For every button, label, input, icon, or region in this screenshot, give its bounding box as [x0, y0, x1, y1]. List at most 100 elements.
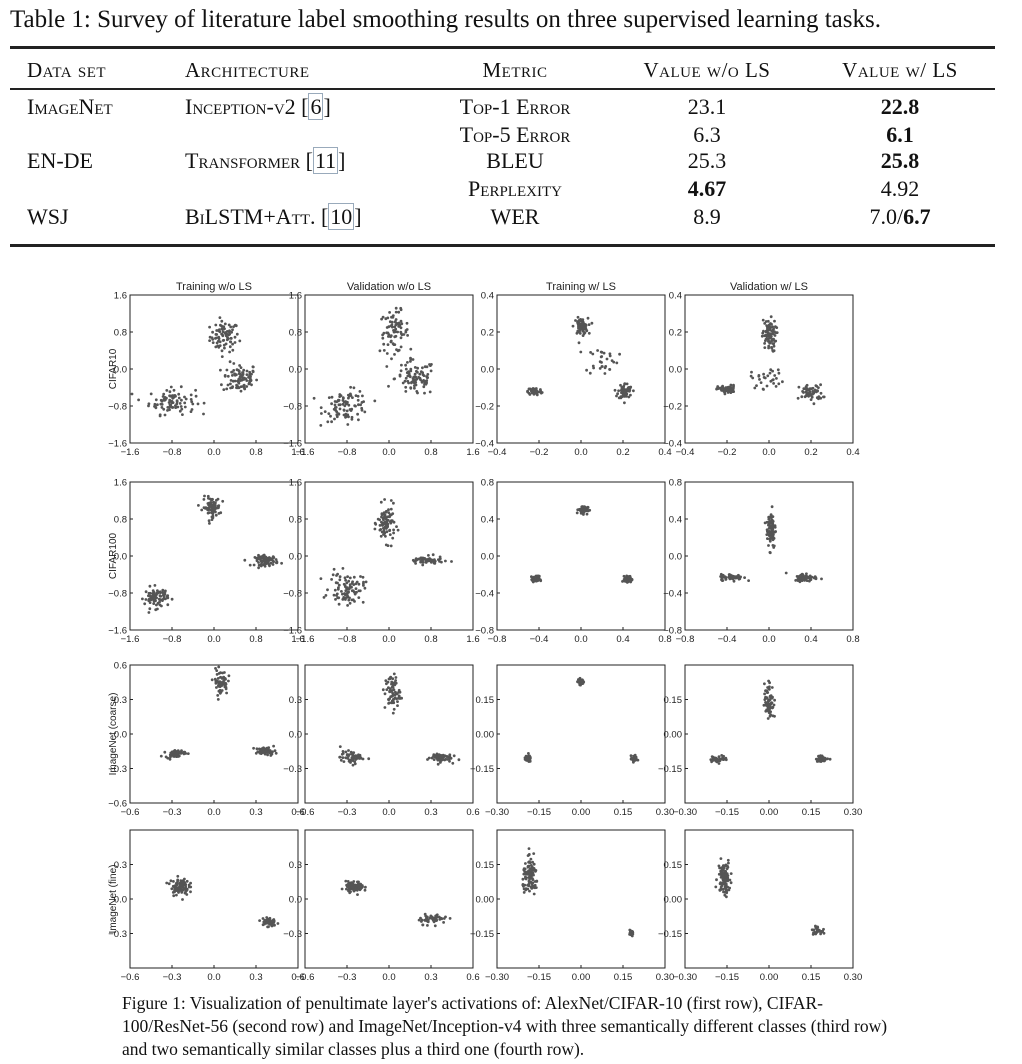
data-point [717, 758, 720, 762]
data-point [270, 750, 274, 754]
data-point [208, 501, 212, 505]
data-point [758, 378, 761, 381]
data-point [416, 366, 419, 370]
data-point [531, 881, 535, 885]
data-point [217, 335, 221, 339]
x-tick-label: −0.3 [163, 807, 182, 818]
data-point [350, 885, 354, 889]
panel-frame [304, 294, 474, 444]
data-point [430, 756, 434, 760]
data-point [425, 365, 429, 369]
data-point [174, 882, 178, 885]
data-point [800, 395, 804, 399]
data-point [172, 890, 176, 893]
data-point [209, 498, 213, 502]
y-tick-label: 0.0 [481, 365, 494, 376]
data-point [367, 757, 371, 761]
data-point [272, 744, 275, 748]
x-tick-label: 0.4 [846, 447, 859, 458]
data-point [527, 879, 531, 883]
y-tick-label: 0.15 [664, 860, 683, 871]
data-point [147, 611, 151, 614]
y-tick-label: −0.8 [108, 589, 127, 600]
y-tick-label: 0.00 [476, 730, 495, 741]
data-point [804, 576, 808, 580]
data-point [214, 333, 218, 336]
data-point [807, 391, 811, 395]
data-point [400, 363, 403, 367]
data-point [394, 323, 398, 327]
data-point [208, 522, 211, 525]
data-point [352, 583, 356, 586]
data-point [731, 577, 735, 581]
data-point [396, 700, 399, 703]
panel-frame [304, 829, 474, 969]
data-point [208, 339, 211, 342]
x-tick-label: 0.3 [249, 972, 262, 983]
data-point [426, 920, 430, 923]
x-tick-label: 0.15 [614, 972, 633, 983]
x-tick-label: 0.00 [572, 807, 591, 818]
x-tick-label: 0.3 [249, 807, 262, 818]
data-point [414, 562, 417, 565]
data-point [239, 379, 243, 382]
value-best: 6.7 [903, 204, 931, 229]
data-point [144, 590, 148, 594]
data-point [219, 671, 222, 675]
citation-link[interactable]: 10 [328, 203, 355, 230]
data-point [772, 544, 776, 548]
data-point [613, 388, 617, 392]
data-point [175, 402, 179, 406]
scatter-panel: −0.6 −0.3 0.0 0.3 0.6 0.6 0.3 0.0 −0.3 −0.6 [108, 661, 304, 819]
data-point [189, 398, 193, 401]
data-point [773, 524, 777, 528]
data-point [242, 376, 246, 380]
data-point [535, 579, 539, 583]
data-point [153, 584, 157, 587]
data-point [333, 588, 337, 592]
data-point [252, 563, 256, 567]
data-point [534, 886, 538, 889]
data-point [404, 367, 408, 371]
data-point [275, 560, 279, 564]
data-point [171, 394, 175, 397]
data-point [220, 327, 224, 330]
data-point [234, 323, 237, 327]
data-point [379, 534, 383, 538]
data-point [412, 559, 416, 563]
data-point [709, 758, 713, 761]
data-point [147, 404, 150, 408]
data-point [337, 399, 340, 403]
data-point [801, 574, 805, 577]
data-point [347, 749, 350, 752]
data-point [602, 351, 606, 355]
data-point [737, 577, 741, 581]
data-point [359, 756, 363, 760]
x-tick-label: 0.8 [424, 634, 437, 645]
data-point [527, 853, 531, 857]
data-point [168, 390, 172, 394]
citation-link[interactable]: 11 [312, 147, 339, 174]
data-point [344, 412, 348, 416]
data-point [232, 369, 236, 372]
data-point [412, 379, 415, 383]
data-point [414, 381, 418, 384]
data-point [772, 703, 776, 707]
data-point [635, 758, 638, 761]
data-point [218, 316, 222, 319]
data-point [169, 879, 173, 883]
data-point [394, 676, 398, 679]
data-point [433, 924, 437, 928]
data-point [777, 382, 781, 386]
data-point [580, 679, 584, 683]
data-point [162, 595, 166, 598]
data-point [265, 916, 269, 919]
x-tick-label: −0.30 [673, 807, 697, 818]
y-tick-label: 1.6 [289, 291, 302, 302]
data-point [330, 395, 334, 399]
citation-link[interactable]: 6 [308, 93, 324, 120]
data-point [177, 891, 180, 894]
data-point [437, 915, 441, 919]
data-point [391, 700, 395, 704]
data-point [389, 544, 393, 548]
